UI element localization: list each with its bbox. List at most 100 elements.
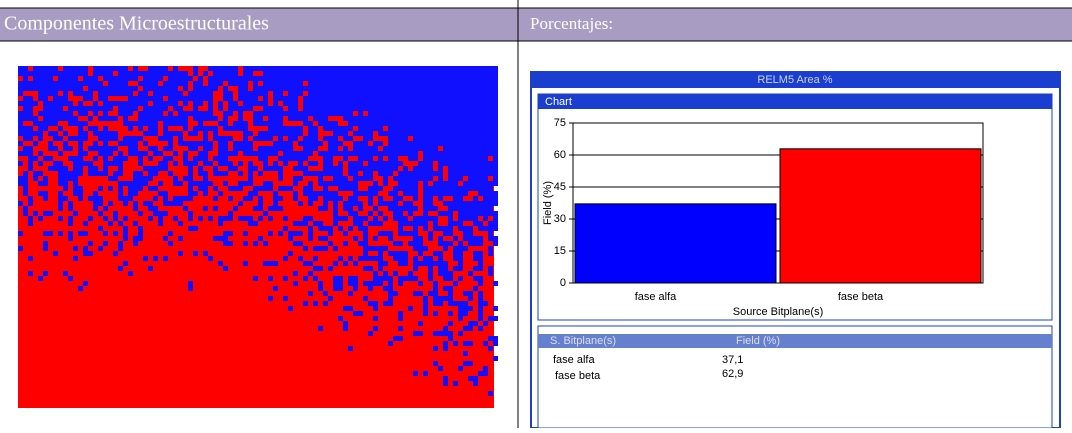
texture-cell	[248, 161, 253, 166]
texture-cell	[223, 236, 228, 241]
texture-cell	[293, 136, 298, 141]
texture-cell	[38, 71, 43, 76]
texture-cell	[323, 86, 328, 91]
texture-cell	[283, 101, 288, 106]
texture-cell	[93, 191, 98, 196]
texture-cell	[383, 286, 388, 291]
texture-cell	[348, 256, 353, 261]
texture-cell	[128, 91, 133, 96]
texture-cell	[173, 81, 178, 86]
texture-cell	[343, 116, 348, 121]
texture-cell	[358, 156, 363, 161]
texture-cell	[473, 91, 478, 96]
texture-cell	[488, 226, 493, 231]
texture-cell	[23, 186, 28, 191]
texture-cell	[403, 151, 408, 156]
texture-cell	[348, 111, 353, 116]
texture-cell	[478, 281, 483, 286]
texture-cell	[178, 236, 183, 241]
texture-cell	[158, 221, 163, 226]
texture-cell	[303, 101, 308, 106]
texture-cell	[458, 266, 463, 271]
texture-cell	[448, 86, 453, 91]
texture-cell	[203, 131, 208, 136]
texture-cell	[173, 106, 178, 111]
texture-cell	[308, 261, 313, 266]
texture-cell	[393, 191, 398, 196]
texture-cell	[478, 116, 483, 121]
texture-cell	[473, 211, 478, 216]
texture-cell	[343, 146, 348, 151]
texture-cell	[213, 131, 218, 136]
texture-cell	[173, 151, 178, 156]
texture-cell	[388, 111, 393, 116]
texture-cell	[53, 116, 58, 121]
texture-cell	[18, 101, 23, 106]
texture-cell	[338, 111, 343, 116]
texture-cell	[423, 221, 428, 226]
texture-cell	[278, 176, 283, 181]
texture-cell	[398, 196, 403, 201]
texture-cell	[448, 106, 453, 111]
texture-cell	[353, 281, 358, 286]
texture-cell	[443, 101, 448, 106]
texture-cell	[293, 91, 298, 96]
texture-cell	[133, 76, 138, 81]
texture-cell	[433, 126, 438, 131]
texture-cell	[318, 181, 323, 186]
texture-cell	[463, 151, 468, 156]
texture-cell	[123, 261, 128, 266]
texture-cell	[258, 101, 263, 106]
texture-cell	[438, 81, 443, 86]
texture-cell	[488, 106, 493, 111]
texture-cell	[428, 156, 433, 161]
texture-cell	[473, 71, 478, 76]
texture-cell	[33, 211, 38, 216]
texture-cell	[353, 66, 358, 71]
texture-cell	[343, 101, 348, 106]
texture-cell	[348, 306, 353, 311]
texture-cell	[118, 166, 123, 171]
texture-cell	[43, 196, 48, 201]
texture-cell	[383, 176, 388, 181]
texture-cell	[448, 96, 453, 101]
texture-cell	[253, 151, 258, 156]
texture-cell	[413, 246, 418, 251]
texture-cell	[53, 146, 58, 151]
texture-cell	[353, 106, 358, 111]
texture-cell	[363, 166, 368, 171]
texture-cell	[148, 201, 153, 206]
texture-cell	[478, 126, 483, 131]
texture-cell	[403, 171, 408, 176]
texture-cell	[23, 146, 28, 151]
texture-cell	[283, 226, 288, 231]
texture-cell	[428, 71, 433, 76]
texture-cell	[328, 101, 333, 106]
texture-cell	[168, 141, 173, 146]
texture-cell	[73, 256, 78, 261]
texture-cell	[368, 131, 373, 136]
texture-cell	[38, 191, 43, 196]
texture-cell	[413, 186, 418, 191]
texture-cell	[363, 86, 368, 91]
texture-cell	[458, 206, 463, 211]
texture-cell	[168, 121, 173, 126]
texture-cell	[423, 206, 428, 211]
texture-cell	[383, 271, 388, 276]
texture-cell	[53, 161, 58, 166]
texture-cell	[378, 71, 383, 76]
texture-cell	[263, 71, 268, 76]
texture-cell	[433, 171, 438, 176]
texture-cell	[433, 186, 438, 191]
texture-cell	[473, 176, 478, 181]
texture-cell	[148, 71, 153, 76]
texture-cell	[353, 216, 358, 221]
texture-cell	[163, 161, 168, 166]
texture-cell	[483, 76, 488, 81]
texture-cell	[68, 156, 73, 161]
texture-cell	[153, 211, 158, 216]
texture-cell	[268, 121, 273, 126]
texture-cell	[358, 71, 363, 76]
texture-cell	[438, 271, 443, 276]
texture-cell	[63, 96, 68, 101]
